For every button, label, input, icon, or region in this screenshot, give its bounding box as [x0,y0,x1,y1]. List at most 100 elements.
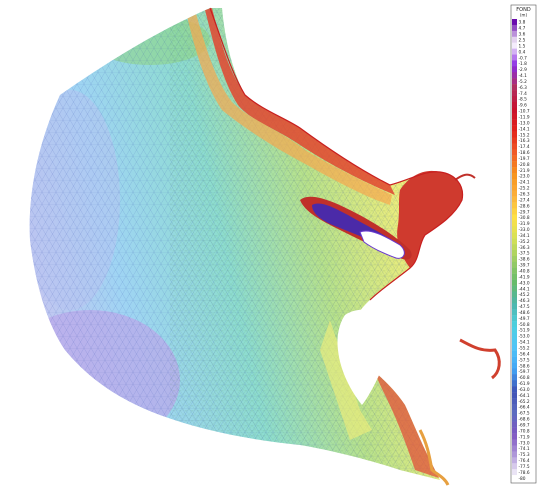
legend-label: -17.4 [519,144,530,150]
legend-swatch [512,350,517,357]
legend-swatch [512,214,517,221]
legend-label: -33.0 [519,227,530,233]
legend-label: -77.5 [519,464,530,470]
legend-label: -41.9 [519,274,530,280]
legend-swatch [512,220,517,227]
legend-swatch [512,309,517,316]
legend-label: 1.5 [519,43,526,49]
legend-label: -40.8 [519,269,530,275]
legend-label: -45.2 [519,292,530,298]
legend-label: -65.2 [519,399,530,405]
legend-swatch [512,285,517,292]
legend-swatch [512,404,517,411]
legend-label: -38.6 [519,257,530,263]
legend-label: -30.8 [519,215,530,221]
legend-swatch [512,421,517,428]
legend-swatch [512,398,517,405]
legend-swatch [512,131,517,138]
legend-label: -55.2 [519,346,530,352]
legend-label: -4.1 [519,73,528,79]
legend-label: -10.7 [519,109,530,115]
legend-label: -57.5 [519,357,530,363]
legend-swatch [512,42,517,49]
depth-legend: FOND (m) 3.84.73.62.51.50.4-0.7-1.8-2.9-… [510,4,537,484]
legend-label: -53.0 [519,334,530,340]
legend-swatch [512,178,517,186]
legend-label: -48.6 [519,310,530,316]
legend-swatch [512,173,517,180]
legend-label: -20.8 [519,162,530,168]
legend-swatch [512,315,517,322]
legend-swatch [512,232,517,239]
legend-label: 4.7 [519,26,526,32]
legend-swatch [512,386,517,393]
river-north [454,173,476,181]
legend-label: -66.4 [519,405,530,411]
legend-label: -69.7 [519,423,530,429]
legend-swatch [512,392,517,399]
legend-swatch [512,119,517,126]
legend-label: -51.9 [519,328,530,334]
legend-swatch [512,332,517,340]
legend-label: -74.1 [519,446,530,452]
legend-label: -58.6 [519,363,530,369]
legend-swatch [512,226,517,233]
legend-swatch [512,273,517,280]
legend-swatch [512,30,517,37]
legend-label: -70.8 [519,428,530,434]
legend-swatch [512,362,517,369]
legend-swatch [512,184,517,191]
legend-label: -13.0 [519,120,530,126]
legend-label: -21.9 [519,168,530,174]
legend-swatch [512,208,517,215]
legend-label: -0.7 [519,55,528,61]
legend-label: -61.9 [519,381,530,387]
legend-swatch [512,66,517,73]
legend-label: -1.8 [519,61,528,67]
legend-label: -68.6 [519,417,530,423]
legend-swatch [512,19,517,26]
legend-label: -46.3 [519,298,530,304]
legend-label: -14.1 [519,126,530,132]
legend-label: -27.4 [519,197,530,203]
legend-label: -78.6 [519,470,530,476]
legend-label: -35.2 [519,239,530,245]
legend-unit: (m) [520,13,527,18]
legend-swatch [512,255,517,263]
legend-swatch [512,327,517,334]
legend-label: -67.5 [519,411,530,417]
legend-label: -76.4 [519,458,530,464]
legend-label: -54.1 [519,340,530,346]
legend-label: 3.6 [519,32,526,38]
legend-swatch [512,60,517,67]
legend-label: -43.0 [519,280,530,286]
legend-swatch [512,297,517,304]
legend-swatch [512,356,517,363]
legend-swatch [512,90,517,97]
legend-swatch [512,261,517,268]
legend-swatch [512,451,517,458]
legend-swatch [512,48,517,55]
legend-label: 3.8 [519,20,526,26]
legend-swatch [512,433,517,440]
legend-swatch [512,415,517,422]
legend-label: -63.0 [519,387,530,393]
legend-label: -28.6 [519,203,530,209]
legend-swatch [512,469,517,476]
inland-lagoon [397,170,463,268]
legend-label: -15.2 [519,132,530,138]
legend-label: -6.3 [519,85,528,91]
legend-swatch [512,78,517,85]
legend-swatch [512,338,517,345]
legend-swatch [512,24,517,32]
legend-label: -73.0 [519,440,530,446]
legend-swatch [512,344,517,351]
legend-label: -34.1 [519,233,530,239]
legend-label: -64.1 [519,393,530,399]
legend-swatch [512,84,517,91]
legend-swatch [512,321,517,328]
legend-label: -11.9 [519,115,530,121]
legend-label: -9.6 [519,103,528,109]
